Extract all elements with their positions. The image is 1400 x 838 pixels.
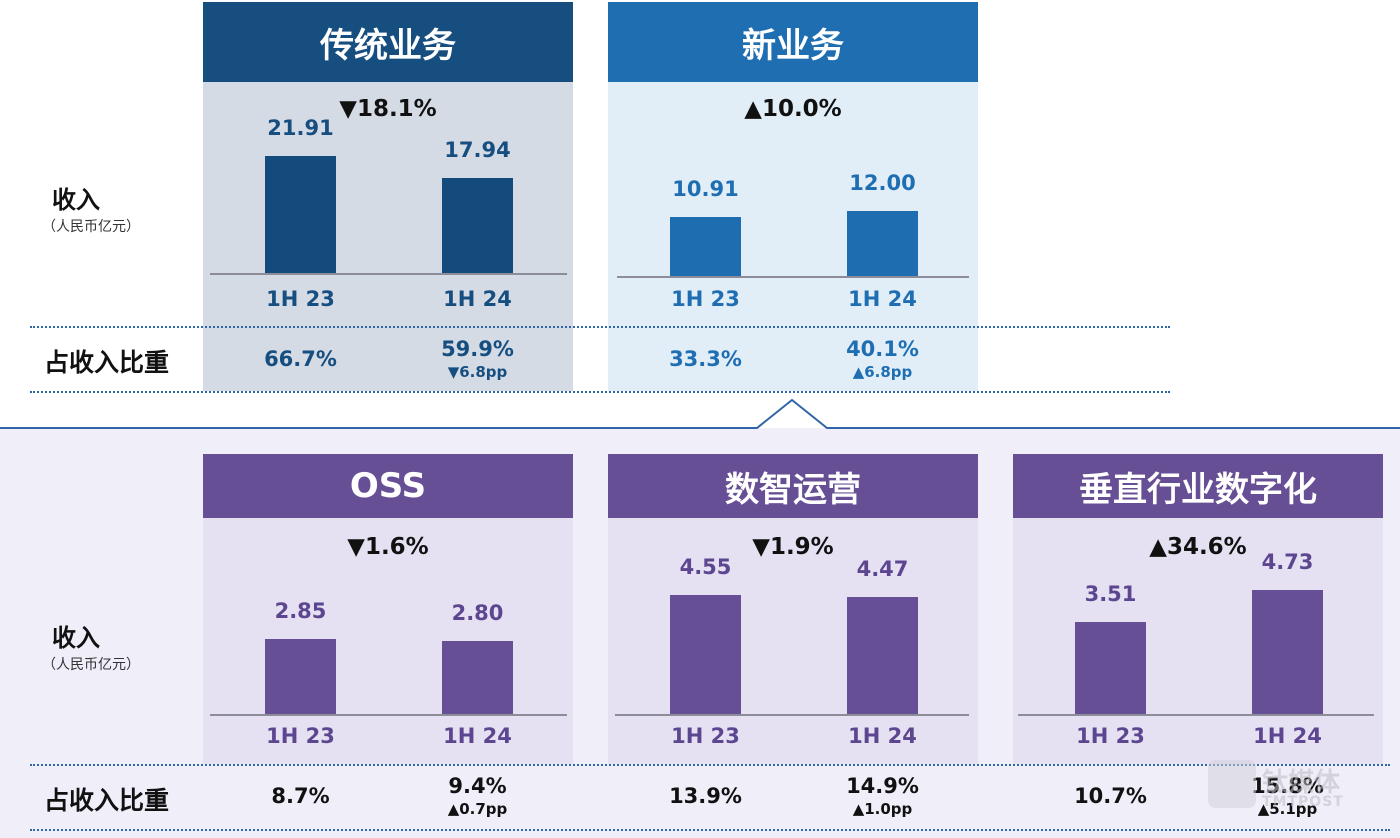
vertical-digital-tick-1h23: 1H 23 bbox=[1076, 724, 1145, 748]
legacy-tick-1h24: 1H 24 bbox=[443, 287, 512, 311]
legacy-share-change: ▼6.8pp bbox=[447, 363, 508, 381]
new-bar-1h23 bbox=[670, 217, 741, 276]
legacy-value-label-1h23: 21.91 bbox=[267, 116, 334, 140]
oss-bar-1h23 bbox=[265, 639, 336, 714]
revenue-label-bottom: 收入 bbox=[52, 624, 100, 652]
digital-ops-panel-title: 数智运营 bbox=[608, 454, 978, 518]
oss-tick-1h24: 1H 24 bbox=[443, 724, 512, 748]
oss-yoy-change: ▼1.6% bbox=[347, 534, 429, 560]
new-tick-1h24: 1H 24 bbox=[848, 287, 917, 311]
legacy-value-label-1h24: 17.94 bbox=[444, 138, 511, 162]
digital-ops-share-1h23: 13.9% bbox=[669, 784, 742, 808]
legacy-bar-1h24 bbox=[442, 178, 513, 273]
vertical-digital-tick-1h24: 1H 24 bbox=[1253, 724, 1322, 748]
dotted-separator-top-2 bbox=[30, 391, 1170, 393]
new-value-label-1h23: 10.91 bbox=[672, 177, 739, 201]
legacy-share-1h23: 66.7% bbox=[264, 347, 337, 371]
digital-ops-share-change: ▲1.0pp bbox=[852, 800, 913, 818]
new-tick-1h23: 1H 23 bbox=[671, 287, 740, 311]
vertical-digital-x-axis bbox=[1018, 714, 1374, 716]
vertical-digital-bar-1h23 bbox=[1075, 622, 1146, 714]
oss-panel-title: OSS bbox=[203, 454, 573, 518]
watermark-logo bbox=[1208, 760, 1256, 808]
watermark-brand-en: TMTPOST bbox=[1262, 794, 1344, 810]
legacy-share-1h24: 59.9% bbox=[441, 337, 514, 361]
dotted-separator-top-1 bbox=[30, 326, 1170, 328]
oss-value-label-1h24: 2.80 bbox=[451, 601, 504, 625]
vertical-digital-bar-1h24 bbox=[1252, 590, 1323, 714]
new-share-change: ▲6.8pp bbox=[852, 363, 913, 381]
dotted-separator-bottom-1 bbox=[30, 764, 1390, 766]
new-panel-title: 新业务 bbox=[608, 2, 978, 82]
revenue-label-top: 收入 bbox=[52, 186, 100, 214]
oss-x-axis bbox=[210, 714, 567, 716]
vertical-digital-value-label-1h24: 4.73 bbox=[1261, 550, 1314, 574]
legacy-panel-title: 传统业务 bbox=[203, 2, 573, 82]
legacy-yoy-change: ▼18.1% bbox=[339, 96, 437, 122]
vertical-digital-value-label-1h23: 3.51 bbox=[1084, 582, 1137, 606]
new-value-label-1h24: 12.00 bbox=[849, 171, 916, 195]
digital-ops-share-1h24: 14.9% bbox=[846, 774, 919, 798]
revenue-unit-bottom: （人民币亿元） bbox=[42, 657, 140, 673]
share-label-top: 占收入比重 bbox=[44, 348, 170, 377]
digital-ops-value-label-1h23: 4.55 bbox=[679, 555, 732, 579]
digital-ops-tick-1h23: 1H 23 bbox=[671, 724, 740, 748]
legacy-x-axis bbox=[210, 273, 567, 275]
legacy-tick-1h23: 1H 23 bbox=[266, 287, 335, 311]
watermark-brand-cn: 钛媒体 bbox=[1262, 768, 1341, 798]
oss-bar-1h24 bbox=[442, 641, 513, 714]
oss-tick-1h23: 1H 23 bbox=[266, 724, 335, 748]
vertical-digital-share-change: ▲5.1pp bbox=[1257, 800, 1318, 818]
digital-ops-bar-1h24 bbox=[847, 597, 918, 714]
new-share-1h23: 33.3% bbox=[669, 347, 742, 371]
new-yoy-change: ▲10.0% bbox=[744, 96, 842, 122]
legacy-bar-1h23 bbox=[265, 156, 336, 273]
oss-value-label-1h23: 2.85 bbox=[274, 599, 327, 623]
vertical-digital-share-1h24: 15.8% bbox=[1251, 774, 1324, 798]
digital-ops-x-axis bbox=[615, 714, 969, 716]
digital-ops-yoy-change: ▼1.9% bbox=[752, 534, 834, 560]
oss-share-1h24: 9.4% bbox=[448, 774, 507, 798]
digital-ops-tick-1h24: 1H 24 bbox=[848, 724, 917, 748]
share-label-bottom: 占收入比重 bbox=[44, 786, 170, 815]
vertical-digital-share-1h23: 10.7% bbox=[1074, 784, 1147, 808]
section-connector bbox=[0, 398, 1400, 429]
revenue-unit-top: （人民币亿元） bbox=[42, 219, 140, 235]
dotted-separator-bottom-2 bbox=[30, 829, 1390, 831]
digital-ops-bar-1h23 bbox=[670, 595, 741, 714]
oss-share-change: ▲0.7pp bbox=[447, 800, 508, 818]
new-share-1h24: 40.1% bbox=[846, 337, 919, 361]
new-x-axis bbox=[617, 276, 969, 278]
new-bar-1h24 bbox=[847, 211, 918, 276]
vertical-digital-yoy-change: ▲34.6% bbox=[1149, 534, 1247, 560]
digital-ops-value-label-1h24: 4.47 bbox=[856, 557, 909, 581]
vertical-digital-panel-title: 垂直行业数字化 bbox=[1013, 454, 1383, 518]
oss-share-1h23: 8.7% bbox=[271, 784, 330, 808]
